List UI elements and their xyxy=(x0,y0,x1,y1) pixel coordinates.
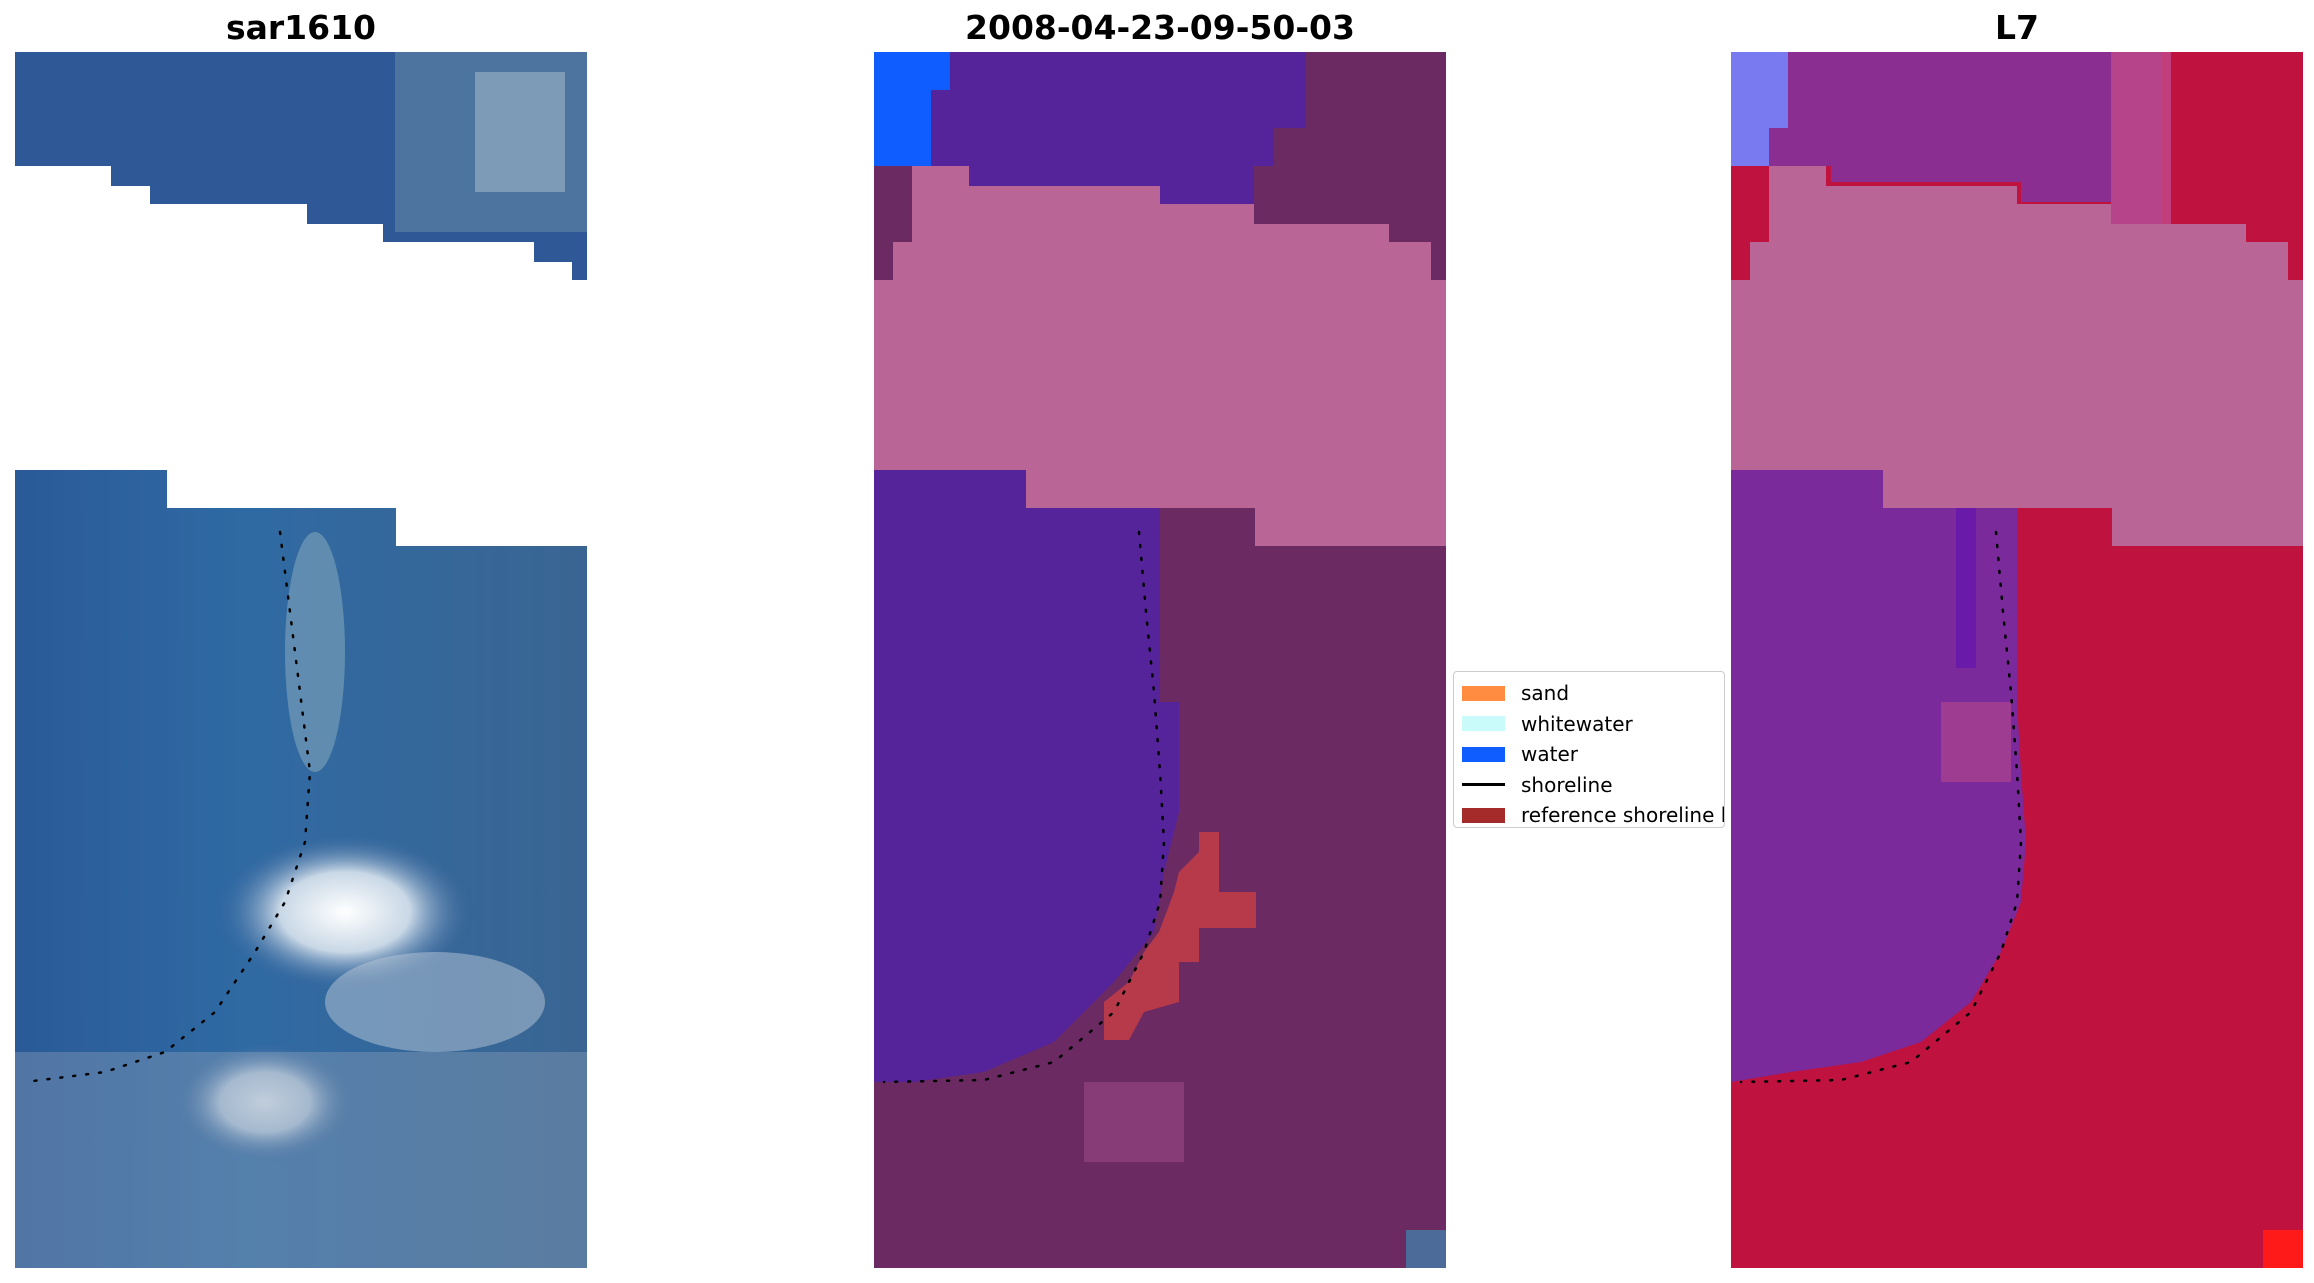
legend-label-water: water xyxy=(1521,742,1578,767)
rgb-image xyxy=(15,52,587,1268)
classified-image xyxy=(874,52,1446,1268)
panel-title-rgb: sar1610 xyxy=(225,8,377,47)
mndwi-image-panel xyxy=(1731,52,2303,1268)
legend-label-whitewater: whitewater xyxy=(1521,711,1633,736)
legend: sand whitewater water shoreline referenc… xyxy=(1453,671,1725,828)
sand-swatch xyxy=(1462,685,1505,701)
mndwi-image xyxy=(1731,52,2303,1268)
whitewater-swatch xyxy=(1462,716,1505,732)
legend-label-sand: sand xyxy=(1521,681,1570,706)
legend-label-reference-shoreline-buffer: reference shoreline buffer xyxy=(1521,803,1724,828)
classified-image-panel xyxy=(874,52,1446,1268)
legend-item-reference-shoreline-buffer: reference shoreline buffer xyxy=(1454,800,1724,828)
shoreline-swatch xyxy=(1462,777,1505,792)
reference-buffer-swatch xyxy=(1462,807,1505,823)
panel-title-classified: 2008-04-23-09-50-03 xyxy=(965,8,1355,47)
water-swatch xyxy=(1462,746,1505,762)
legend-item-shoreline: shoreline xyxy=(1454,770,1724,801)
legend-item-whitewater: whitewater xyxy=(1454,709,1724,740)
legend-item-sand: sand xyxy=(1454,678,1724,709)
legend-item-water: water xyxy=(1454,739,1724,770)
rgb-image-panel xyxy=(15,52,587,1268)
panel-title-mndwi: L7 xyxy=(1995,8,2039,47)
legend-label-shoreline: shoreline xyxy=(1521,772,1613,797)
